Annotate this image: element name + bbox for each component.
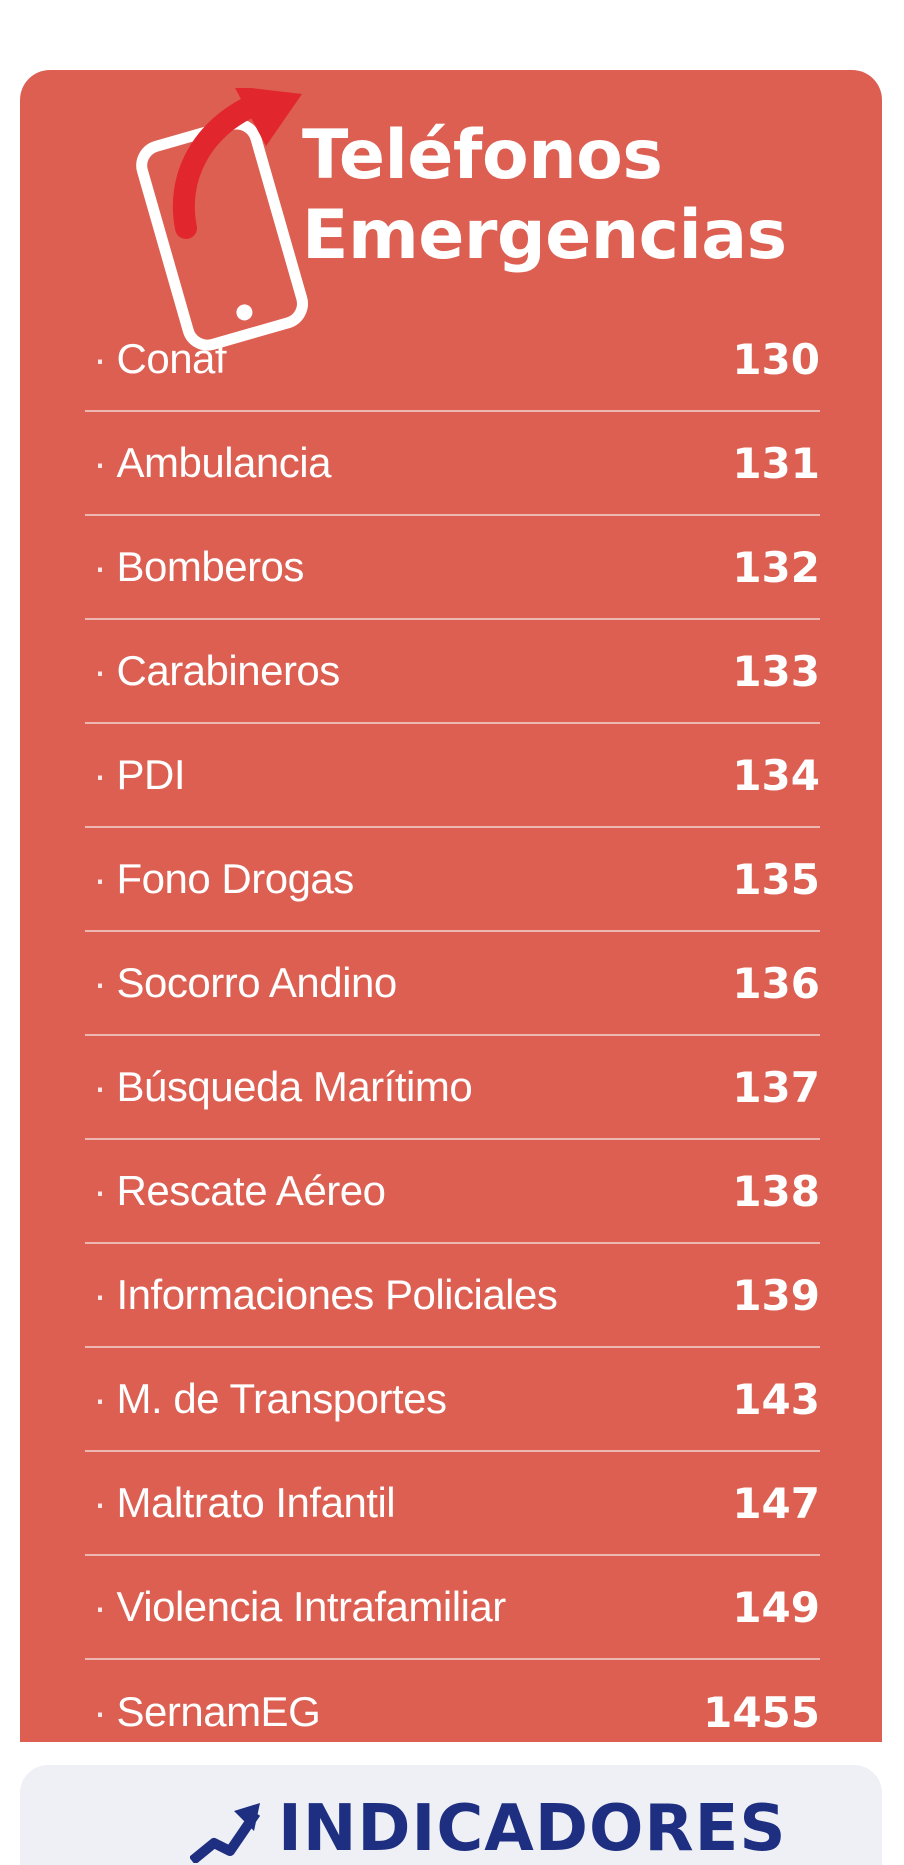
contact-number[interactable]: 132	[732, 542, 820, 592]
emergency-phones-panel: Teléfonos Emergencias Conaf 130 Ambulanc…	[20, 70, 882, 1742]
contact-number[interactable]: 131	[732, 438, 820, 488]
list-item-informaciones-policiales[interactable]: Informaciones Policiales 139	[85, 1244, 820, 1348]
contact-name: M. de Transportes	[85, 1375, 447, 1423]
list-item-busqueda-maritimo[interactable]: Búsqueda Marítimo 137	[85, 1036, 820, 1140]
list-item-conaf[interactable]: Conaf 130	[85, 308, 820, 412]
contact-name: PDI	[85, 751, 186, 799]
trend-arrow-icon	[190, 1803, 260, 1863]
contact-name: Violencia Intrafamiliar	[85, 1583, 507, 1631]
list-item-violencia-intrafamiliar[interactable]: Violencia Intrafamiliar 149	[85, 1556, 820, 1660]
contact-name: Maltrato Infantil	[85, 1479, 396, 1527]
title-line-2: Emergencias	[302, 196, 787, 275]
contact-number[interactable]: 143	[732, 1374, 820, 1424]
contact-number[interactable]: 139	[732, 1270, 820, 1320]
list-item-bomberos[interactable]: Bomberos 132	[85, 516, 820, 620]
contact-name: SernamEG	[85, 1688, 321, 1736]
contact-number[interactable]: 136	[732, 958, 820, 1008]
contact-name: Ambulancia	[85, 439, 332, 487]
list-item-maltrato-infantil[interactable]: Maltrato Infantil 147	[85, 1452, 820, 1556]
contact-number[interactable]: 1455	[703, 1687, 820, 1737]
contact-name: Bomberos	[85, 543, 305, 591]
contact-name: Rescate Aéreo	[85, 1167, 387, 1215]
contact-name: Socorro Andino	[85, 959, 398, 1007]
phone-with-arrow-icon	[136, 88, 308, 351]
contact-name: Informaciones Policiales	[85, 1271, 558, 1319]
list-item-m-de-transportes[interactable]: M. de Transportes 143	[85, 1348, 820, 1452]
contact-number[interactable]: 134	[732, 750, 820, 800]
contact-number[interactable]: 138	[732, 1166, 820, 1216]
banner-title: INDICADORES	[278, 1792, 787, 1865]
emergency-phone-list: Conaf 130 Ambulancia 131 Bomberos 132 Ca…	[85, 308, 820, 1764]
contact-name: Carabineros	[85, 647, 341, 695]
contact-number[interactable]: 149	[732, 1582, 820, 1632]
title-line-1: Teléfonos	[302, 116, 663, 195]
list-item-fono-drogas[interactable]: Fono Drogas 135	[85, 828, 820, 932]
indicadores-banner[interactable]: INDICADORES	[20, 1765, 882, 1865]
list-item-carabineros[interactable]: Carabineros 133	[85, 620, 820, 724]
list-item-pdi[interactable]: PDI 134	[85, 724, 820, 828]
contact-number[interactable]: 137	[732, 1062, 820, 1112]
contact-name: Fono Drogas	[85, 855, 355, 903]
contact-name: Conaf	[85, 335, 227, 383]
page-title: Teléfonos Emergencias	[302, 116, 787, 276]
contact-number[interactable]: 147	[732, 1478, 820, 1528]
list-item-sernameg[interactable]: SernamEG 1455	[85, 1660, 821, 1764]
contact-name: Búsqueda Marítimo	[85, 1063, 473, 1111]
contact-number[interactable]: 133	[732, 646, 820, 696]
list-item-ambulancia[interactable]: Ambulancia 131	[85, 412, 820, 516]
contact-number[interactable]: 135	[732, 854, 820, 904]
contact-number[interactable]: 130	[732, 334, 820, 384]
list-item-socorro-andino[interactable]: Socorro Andino 136	[85, 932, 820, 1036]
list-item-rescate-aereo[interactable]: Rescate Aéreo 138	[85, 1140, 820, 1244]
